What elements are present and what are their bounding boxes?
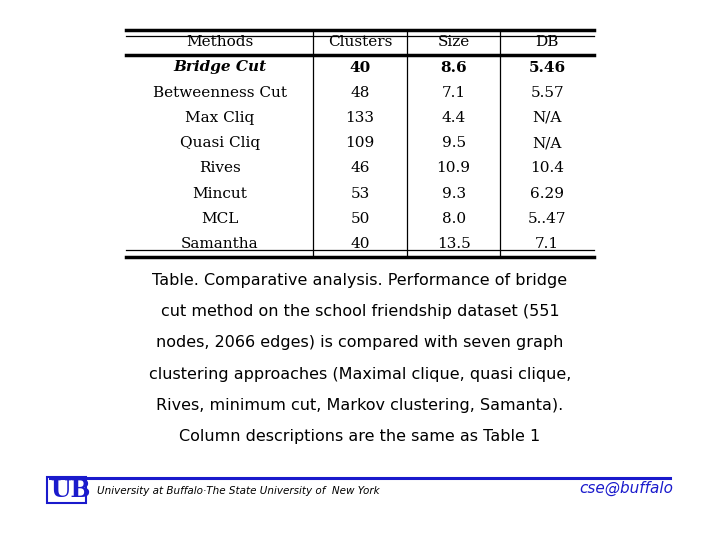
Text: 109: 109 xyxy=(346,136,374,150)
Text: 53: 53 xyxy=(351,186,369,200)
Text: Samantha: Samantha xyxy=(181,237,258,251)
Text: 5.46: 5.46 xyxy=(528,60,566,75)
Text: 7.1: 7.1 xyxy=(441,86,466,100)
Text: 50: 50 xyxy=(351,212,369,226)
Text: 9.3: 9.3 xyxy=(441,186,466,200)
Text: cse@buffalo: cse@buffalo xyxy=(579,481,673,496)
Text: MCL: MCL xyxy=(201,212,238,226)
Text: Column descriptions are the same as Table 1: Column descriptions are the same as Tabl… xyxy=(179,429,541,444)
Text: 46: 46 xyxy=(350,161,370,176)
Text: Quasi Cliq: Quasi Cliq xyxy=(179,136,260,150)
Text: 8.0: 8.0 xyxy=(441,212,466,226)
Text: Rives, minimum cut, Markov clustering, Samanta).: Rives, minimum cut, Markov clustering, S… xyxy=(156,398,564,413)
Text: N/A: N/A xyxy=(533,136,562,150)
Text: 7.1: 7.1 xyxy=(535,237,559,251)
Text: Betweenness Cut: Betweenness Cut xyxy=(153,86,287,100)
Text: nodes, 2066 edges) is compared with seven graph: nodes, 2066 edges) is compared with seve… xyxy=(156,335,564,350)
Text: Table. Comparative analysis. Performance of bridge: Table. Comparative analysis. Performance… xyxy=(153,273,567,288)
Text: Bridge Cut: Bridge Cut xyxy=(173,60,266,75)
Text: Mincut: Mincut xyxy=(192,186,247,200)
Text: Size: Size xyxy=(438,35,469,49)
Text: 13.5: 13.5 xyxy=(437,237,470,251)
Text: DB: DB xyxy=(536,35,559,49)
Text: 40: 40 xyxy=(350,237,370,251)
Text: 5.57: 5.57 xyxy=(531,86,564,100)
Text: 4.4: 4.4 xyxy=(441,111,466,125)
Text: clustering approaches (Maximal clique, quasi clique,: clustering approaches (Maximal clique, q… xyxy=(149,367,571,382)
Text: UB: UB xyxy=(50,478,91,502)
Text: Rives: Rives xyxy=(199,161,240,176)
Text: 48: 48 xyxy=(351,86,369,100)
Text: University at Buffalo·The State University of  New York: University at Buffalo·The State Universi… xyxy=(97,486,380,496)
Text: 133: 133 xyxy=(346,111,374,125)
Text: 6.29: 6.29 xyxy=(530,186,564,200)
Text: Clusters: Clusters xyxy=(328,35,392,49)
Text: N/A: N/A xyxy=(533,111,562,125)
Text: 10.4: 10.4 xyxy=(530,161,564,176)
Text: cut method on the school friendship dataset (551: cut method on the school friendship data… xyxy=(161,304,559,319)
Text: 40: 40 xyxy=(349,60,371,75)
Text: 5..47: 5..47 xyxy=(528,212,567,226)
Text: 8.6: 8.6 xyxy=(441,60,467,75)
Text: Methods: Methods xyxy=(186,35,253,49)
Text: Max Cliq: Max Cliq xyxy=(185,111,254,125)
Text: 9.5: 9.5 xyxy=(441,136,466,150)
Text: 10.9: 10.9 xyxy=(436,161,471,176)
